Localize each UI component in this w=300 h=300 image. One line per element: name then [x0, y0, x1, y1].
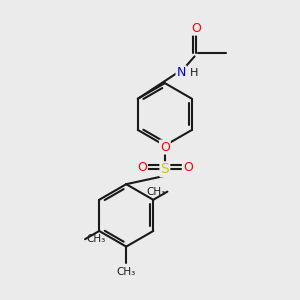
Text: H: H	[190, 68, 198, 78]
Text: S: S	[160, 162, 169, 176]
Text: CH₃: CH₃	[86, 234, 106, 244]
Text: CH₃: CH₃	[117, 266, 136, 277]
Text: CH₃: CH₃	[147, 187, 166, 196]
Text: O: O	[160, 140, 170, 154]
Text: O: O	[191, 22, 201, 34]
Text: N: N	[176, 66, 186, 79]
Text: O: O	[183, 161, 193, 174]
Text: O: O	[137, 161, 147, 174]
